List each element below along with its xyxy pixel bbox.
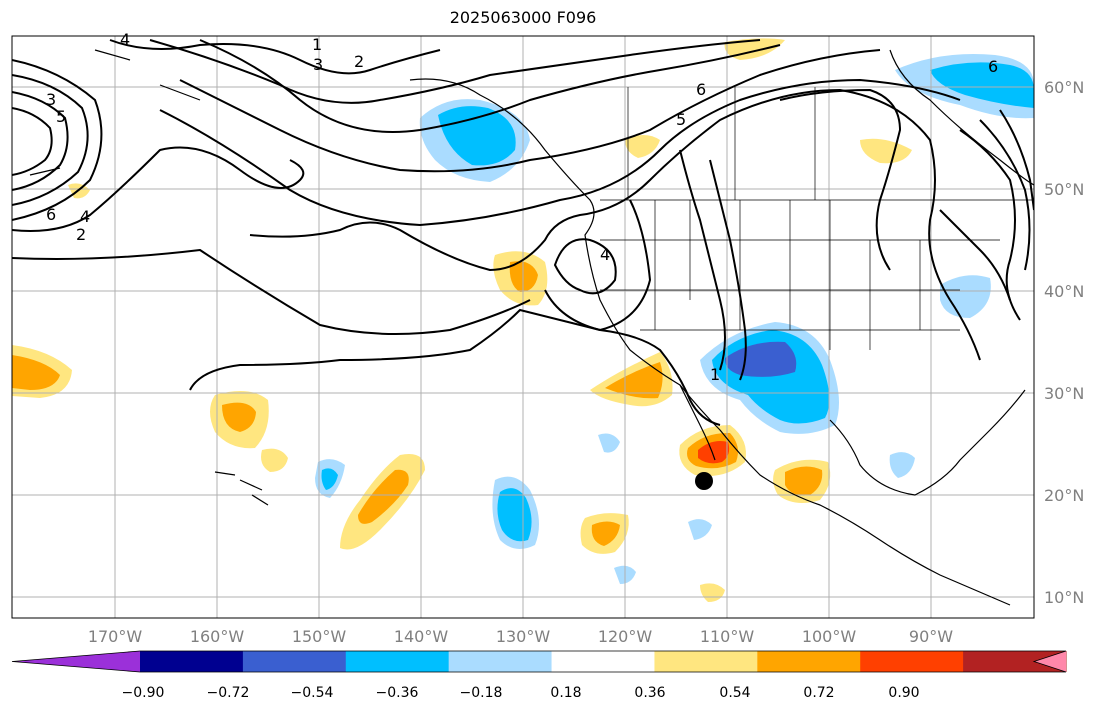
location-marker [695,472,713,490]
longitude-labels: 170°W 160°W 150°W 140°W 130°W 120°W 110°… [88,627,953,646]
anomaly-blob [625,135,660,158]
contour-lines [12,39,1034,426]
lat-label: 60°N [1044,78,1084,97]
colorbar-segment [654,651,758,672]
lon-label: 130°W [496,627,551,646]
colorbar-segment [242,651,347,672]
colorbar-segment [12,651,140,672]
colorbar-segment [757,651,861,672]
state-borders [600,87,1034,350]
colorbar-tick-label: −0.54 [291,685,334,701]
contour-label-group: 1 2 3 3 5 6 4 2 6 5 6 1 4 4 [46,30,998,384]
contour-label: 4 [120,30,130,49]
anomaly-blob [698,441,730,464]
lon-label: 160°W [190,627,245,646]
contour-label: 3 [313,55,323,74]
contour-label: 5 [56,107,66,126]
lon-label: 150°W [292,627,347,646]
lat-label: 20°N [1044,486,1084,505]
anomaly-blob [598,433,620,453]
anomaly-blob [222,402,256,432]
contour-label: 6 [988,57,998,76]
lon-label: 120°W [598,627,653,646]
lat-label: 40°N [1044,282,1084,301]
colorbar-segment [963,651,1067,672]
colorbar-segment [448,651,553,672]
contour-label: 2 [354,52,364,71]
contour-label: 6 [696,80,706,99]
lon-label: 170°W [88,627,143,646]
colorbar-outline [11,650,1067,673]
contour-label: 4 [600,245,610,264]
lon-label: 110°W [700,627,755,646]
contour-label: 1 [710,365,720,384]
colorbar-segment [345,651,450,672]
colorbar-segment [860,651,964,672]
anomaly-blob [688,519,712,540]
contour-label: 5 [676,110,686,129]
colorbar-tick-label: −0.72 [207,685,250,701]
map-title: 2025063000 F096 [449,8,597,27]
lon-label: 140°W [394,627,449,646]
colorbar-tick-label: 0.18 [550,685,581,701]
gridlines [12,36,1034,618]
colorbar-segment [140,651,244,672]
colorbar-tick-label: 0.54 [719,685,750,701]
anomaly-blob [785,466,823,496]
colorbar-tick-label: 0.90 [888,685,919,701]
lon-label: 90°W [909,627,953,646]
anomaly-blob [889,452,915,478]
colorbar-tick-label: 0.36 [634,685,665,701]
colorbar-tick-labels: −0.90 −0.72 −0.54 −0.36 −0.18 0.18 0.36 … [122,685,920,701]
anomaly-blob [261,448,288,472]
anomaly-blob [509,261,538,292]
colorbar-tick-label: 0.72 [803,685,834,701]
anomaly-blob [321,468,338,490]
anomaly-blob [940,275,991,318]
anomaly-shading [12,38,1034,602]
colorbar-tick-label: −0.36 [376,685,419,701]
anomaly-blob [930,62,1034,108]
anomaly-blob [358,469,409,524]
anomaly-blob [860,138,912,164]
contour-label: 3 [46,90,56,109]
contour-label: 6 [46,205,56,224]
lat-label: 10°N [1044,588,1084,607]
colorbar-tick-label: −0.18 [460,685,503,701]
contour-label: 1 [312,35,322,54]
lat-label: 30°N [1044,384,1084,403]
anomaly-blob [591,521,620,546]
colorbar-tick-label: −0.90 [122,685,165,701]
anomaly-blob [12,355,60,390]
anomaly-blob [605,362,663,399]
lat-label: 50°N [1044,180,1084,199]
colorbar-segment [1034,651,1066,672]
map-frame [11,35,1035,619]
lon-label: 100°W [802,627,857,646]
anomaly-blob [438,106,516,166]
colorbar [11,650,1067,673]
contour-label: 4 [80,207,90,226]
latitude-labels: 60°N 50°N 40°N 30°N 20°N 10°N [1044,78,1084,607]
colorbar-segment [551,651,655,672]
contour-label: 2 [76,225,86,244]
